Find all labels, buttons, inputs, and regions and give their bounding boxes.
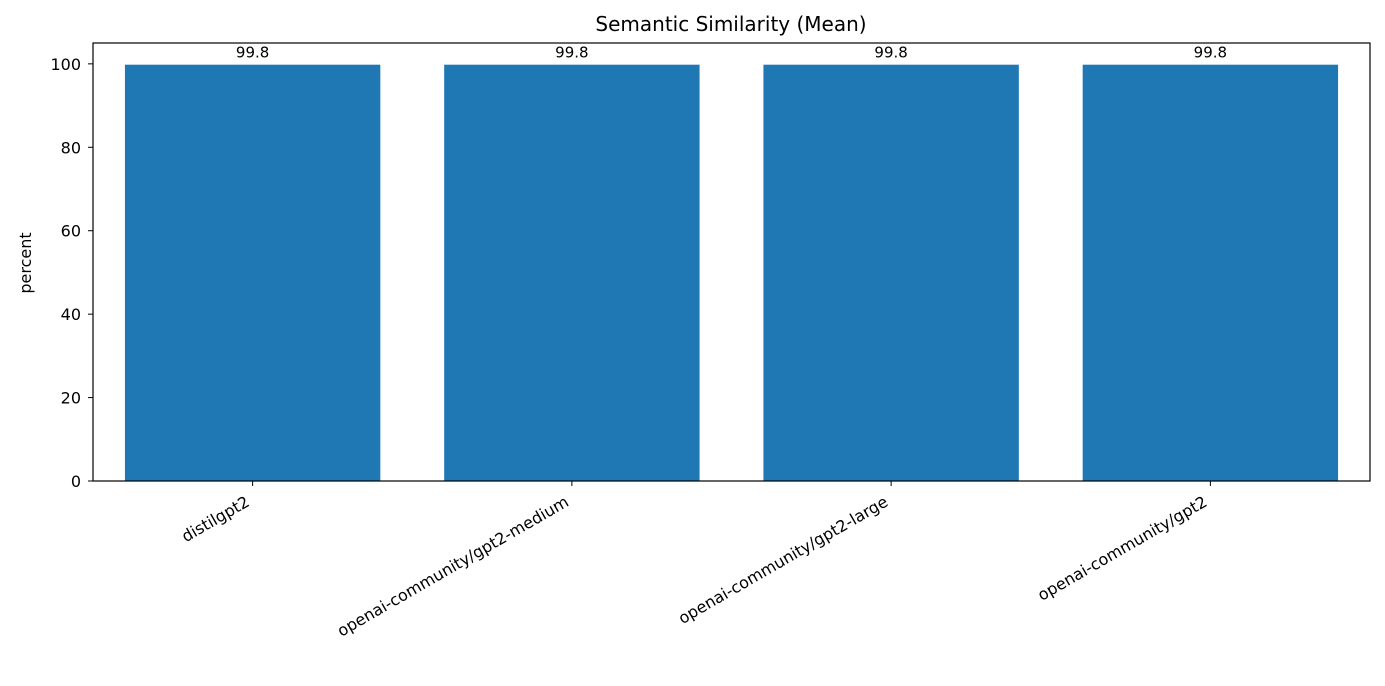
bar-2 [444, 64, 700, 481]
y-tick-label-1: 0 [71, 472, 81, 491]
x-tick-label-4: openai-community/gpt2 [1034, 492, 1210, 605]
x-tick-label-2: openai-community/gpt2-medium [334, 492, 572, 640]
bar-value-label-3: 99.8 [874, 44, 907, 62]
chart-title: Semantic Similarity (Mean) [595, 12, 866, 36]
axes-frame [92, 42, 1371, 482]
bar-value-label-2: 99.8 [555, 44, 588, 62]
bar-3 [763, 64, 1019, 481]
y-axis-label: percent [16, 232, 35, 293]
bar-4 [1082, 64, 1339, 481]
x-tick-label-1: distilgpt2 [178, 492, 252, 546]
y-tick-label-5: 80 [61, 138, 81, 157]
x-tick-label-3: openai-community/gpt2-large [675, 492, 891, 628]
y-tick-label-6: 100 [50, 55, 81, 74]
bar-value-label-4: 99.8 [1194, 44, 1227, 62]
bar-value-label-1: 99.8 [236, 44, 269, 62]
y-tick-label-3: 40 [61, 305, 81, 324]
y-tick-label-2: 20 [61, 389, 81, 408]
bar-1 [124, 64, 381, 481]
plot-area: 99.8 distilgpt2 99.8 openai-community/gpt2-… [50, 42, 1371, 640]
y-tick-label-4: 60 [61, 222, 81, 241]
